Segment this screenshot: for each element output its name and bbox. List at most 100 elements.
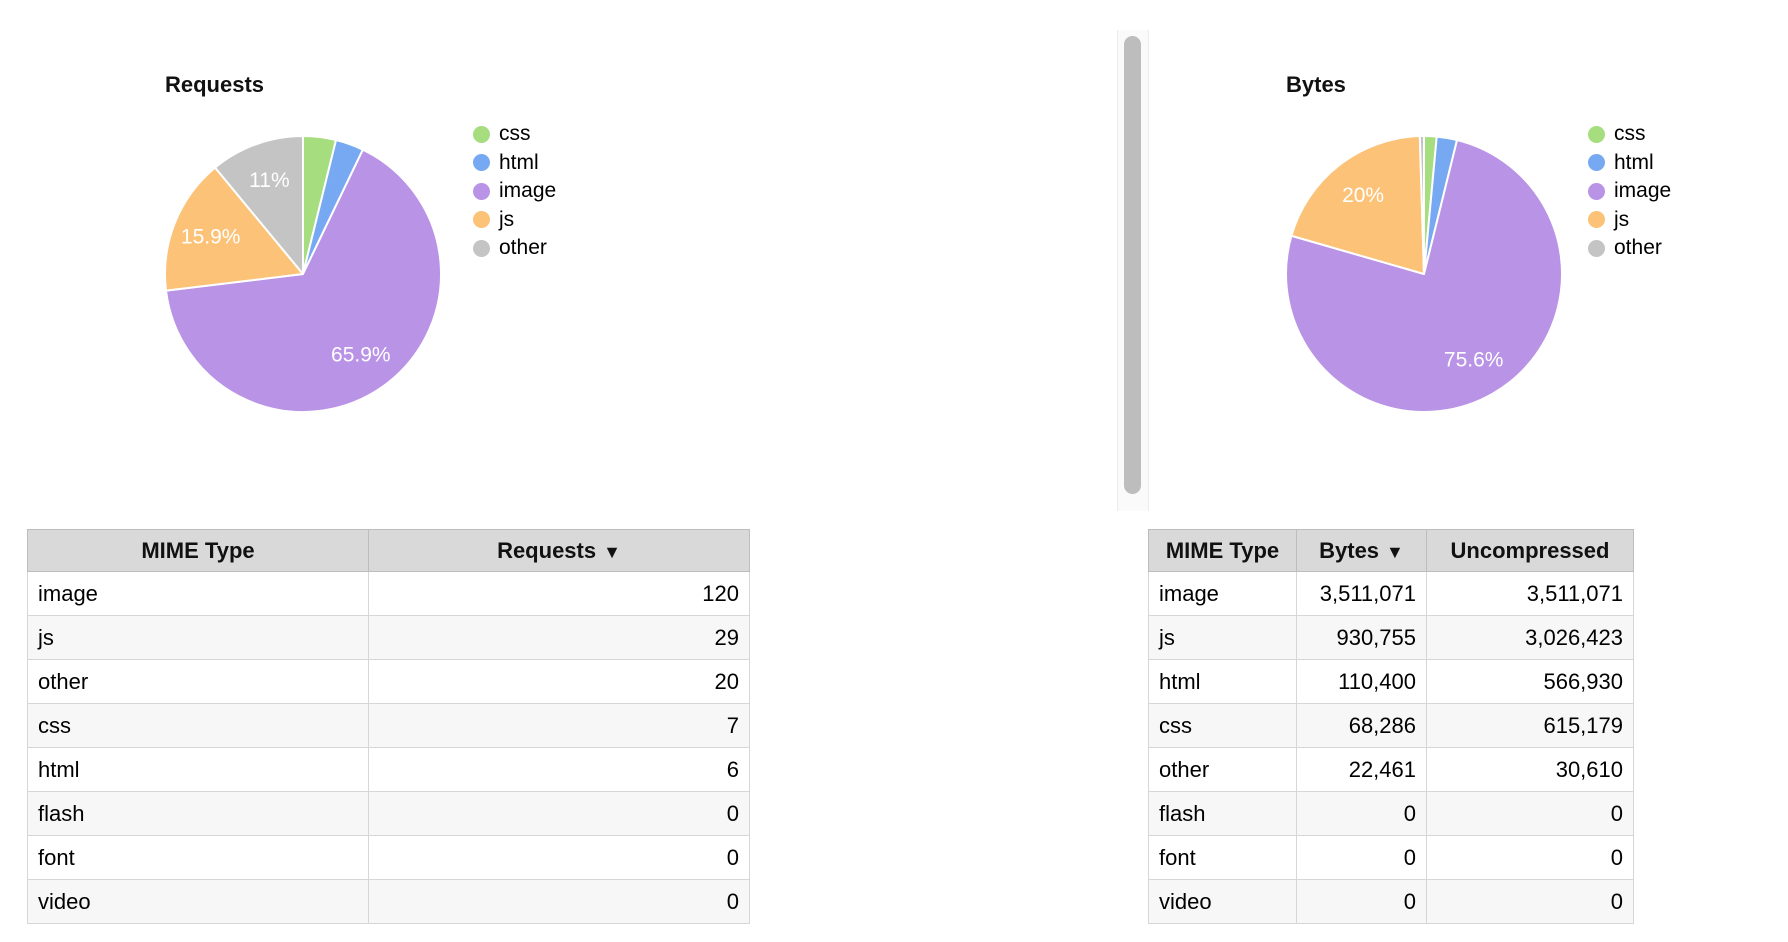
mime-type-cell: js (27, 615, 369, 660)
pie-slice-other[interactable] (214, 135, 304, 275)
pie-percent-label-image: 75.6% (1444, 349, 1504, 372)
column-header-mime-type[interactable]: MIME Type (1148, 529, 1297, 572)
mime-type-cell: font (27, 835, 369, 880)
column-label: MIME Type (141, 537, 255, 563)
column-header-bytes[interactable]: Bytes ▼ (1296, 529, 1427, 572)
value-cell: 0 (1296, 879, 1427, 924)
mime-type-cell: flash (27, 791, 369, 836)
sort-descending-icon: ▼ (1386, 541, 1404, 562)
legend-item-css: css (1588, 120, 1671, 149)
value-cell: 68,286 (1296, 703, 1427, 748)
legend-item-html: html (473, 149, 556, 178)
value-cell: 110,400 (1296, 659, 1427, 704)
table-row-font: font 0 0 (1148, 835, 1634, 880)
legend-item-image: image (473, 177, 556, 206)
bytes-pie-chart: 75.6% 20% (1285, 134, 1563, 413)
mime-type-cell: video (1148, 879, 1297, 924)
table-row-other: other 22,461 30,610 (1148, 747, 1634, 792)
legend-label: other (499, 236, 547, 260)
mime-type-cell: css (1148, 703, 1297, 748)
legend-label: html (499, 150, 539, 174)
table-row-css: css 7 (27, 703, 750, 748)
table-row-video: video 0 (27, 879, 750, 924)
legend-label: js (1614, 207, 1630, 231)
value-cell: 0 (1296, 791, 1427, 836)
mime-type-cell: other (27, 659, 369, 704)
mime-type-cell: other (1148, 747, 1297, 792)
vertical-scrollbar-thumb[interactable] (1124, 36, 1141, 494)
value-cell: 0 (368, 835, 750, 880)
legend-swatch-image (473, 182, 490, 200)
pie-percent-label-js: 15.9% (181, 226, 241, 249)
column-header-requests[interactable]: Requests ▼ (368, 529, 750, 572)
table-row-html: html 110,400 566,930 (1148, 659, 1634, 704)
pie-percent-label-js: 20% (1342, 184, 1384, 207)
legend-swatch-js (473, 211, 490, 229)
table-row-other: other 20 (27, 659, 750, 704)
legend-item-other: other (1588, 234, 1671, 263)
mime-type-cell: html (1148, 659, 1297, 704)
table-row-font: font 0 (27, 835, 750, 880)
column-label: Bytes (1319, 537, 1380, 563)
legend-swatch-image (1588, 182, 1605, 200)
value-cell: 566,930 (1426, 659, 1634, 704)
legend-label: image (499, 179, 557, 203)
table-row-image: image 3,511,071 3,511,071 (1148, 571, 1634, 616)
table-row-html: html 6 (27, 747, 750, 792)
value-cell: 3,511,071 (1296, 571, 1427, 616)
value-cell: 0 (368, 879, 750, 924)
legend-item-js: js (1588, 206, 1671, 235)
pie-slice-image[interactable] (165, 148, 443, 413)
legend-swatch-html (473, 154, 490, 172)
legend-item-js: js (473, 206, 556, 235)
pie-slice-js[interactable] (164, 166, 304, 292)
mime-type-cell: flash (1148, 791, 1297, 836)
column-label: Requests (497, 537, 597, 563)
value-cell: 0 (1426, 835, 1634, 880)
pie-percent-label-image: 65.9% (331, 343, 391, 366)
column-label: MIME Type (1165, 537, 1280, 563)
table-row-css: css 68,286 615,179 (1148, 703, 1634, 748)
legend-swatch-other (473, 239, 490, 257)
bytes-chart-title: Bytes (1286, 72, 1346, 97)
mime-type-cell: video (27, 879, 369, 924)
requests-legend: css html image js other (473, 120, 556, 263)
column-header-mime-type[interactable]: MIME Type (27, 529, 369, 572)
legend-item-other: other (473, 234, 556, 263)
value-cell: 0 (368, 791, 750, 836)
legend-swatch-other (1588, 239, 1605, 257)
mime-type-cell: image (1148, 571, 1297, 616)
legend-item-css: css (473, 120, 556, 149)
mime-type-cell: image (27, 571, 369, 616)
pie-slice-js[interactable] (1290, 135, 1425, 275)
bytes-table-header-row: MIME Type Bytes ▼ Uncompressed (1148, 529, 1634, 572)
legend-label: other (1614, 236, 1662, 260)
pie-slice-other[interactable] (1418, 134, 1425, 275)
value-cell: 3,026,423 (1426, 615, 1634, 660)
value-cell: 20 (368, 659, 750, 704)
value-cell: 930,755 (1296, 615, 1427, 660)
value-cell: 30,610 (1426, 747, 1634, 792)
legend-item-image: image (1588, 177, 1671, 206)
column-header-uncompressed[interactable]: Uncompressed (1426, 529, 1634, 572)
value-cell: 6 (368, 747, 750, 792)
legend-swatch-css (473, 125, 490, 143)
sort-descending-icon: ▼ (603, 541, 621, 562)
value-cell: 120 (368, 571, 750, 616)
vertical-scrollbar-track[interactable] (1117, 30, 1149, 511)
requests-table-header-row: MIME Type Requests ▼ (27, 529, 750, 572)
legend-label: css (1614, 122, 1646, 146)
requests-chart-title: Requests (165, 72, 265, 97)
bytes-table: MIME Type Bytes ▼ Uncompressed image 3,511,0… (1148, 529, 1634, 924)
table-row-flash: flash 0 0 (1148, 791, 1634, 836)
value-cell: 615,179 (1426, 703, 1634, 748)
pie-slice-image[interactable] (1285, 139, 1563, 413)
value-cell: 29 (368, 615, 750, 660)
legend-label: js (499, 207, 515, 231)
value-cell: 22,461 (1296, 747, 1427, 792)
table-row-js: js 930,755 3,026,423 (1148, 615, 1634, 660)
legend-swatch-js (1588, 211, 1605, 229)
mime-type-cell: html (27, 747, 369, 792)
legend-label: image (1614, 179, 1672, 203)
